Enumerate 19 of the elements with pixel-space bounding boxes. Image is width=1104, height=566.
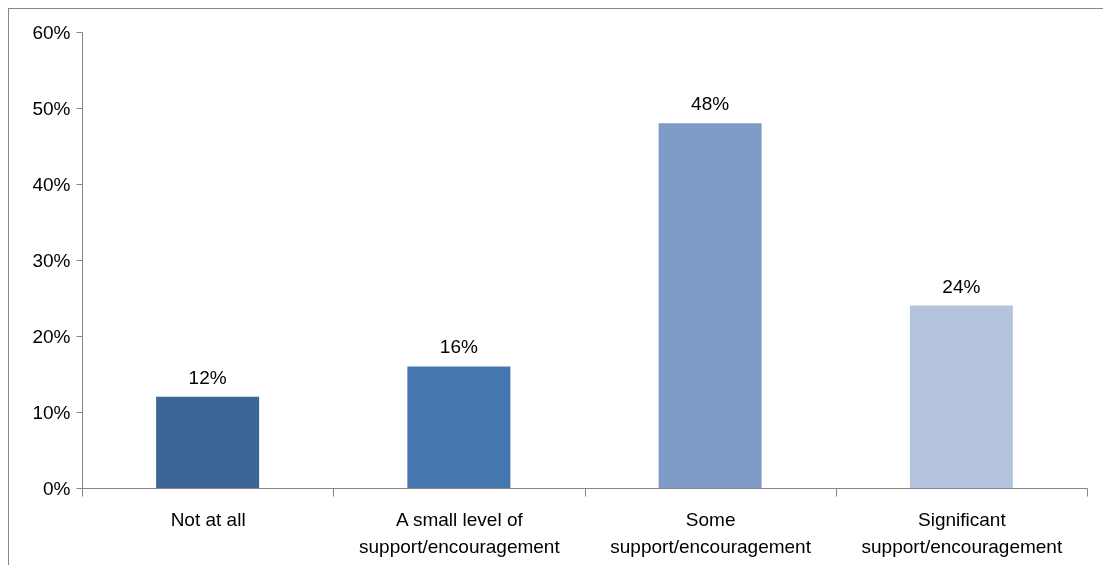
x-tick-label: Some support/encouragement bbox=[610, 508, 812, 557]
bar bbox=[658, 123, 762, 488]
bar bbox=[156, 396, 260, 488]
y-tick-label: 0% bbox=[43, 477, 71, 499]
x-tick-label: A small level of support/encouragement bbox=[359, 508, 561, 557]
x-tick-label: Not at all bbox=[170, 508, 246, 530]
x-tick-label: Significant support/encouragement bbox=[861, 508, 1063, 557]
data-label: 12% bbox=[188, 366, 227, 388]
bar bbox=[909, 305, 1013, 488]
bar bbox=[407, 366, 511, 488]
data-label: 16% bbox=[439, 336, 478, 358]
y-tick-label: 60% bbox=[32, 21, 71, 43]
y-tick-label: 50% bbox=[32, 97, 71, 119]
y-tick-label: 20% bbox=[32, 325, 71, 347]
y-tick-label: 40% bbox=[32, 173, 71, 195]
y-tick-label: 30% bbox=[32, 249, 71, 271]
data-label: 48% bbox=[691, 93, 730, 115]
data-label: 24% bbox=[942, 275, 981, 297]
y-tick-label: 10% bbox=[32, 401, 71, 423]
